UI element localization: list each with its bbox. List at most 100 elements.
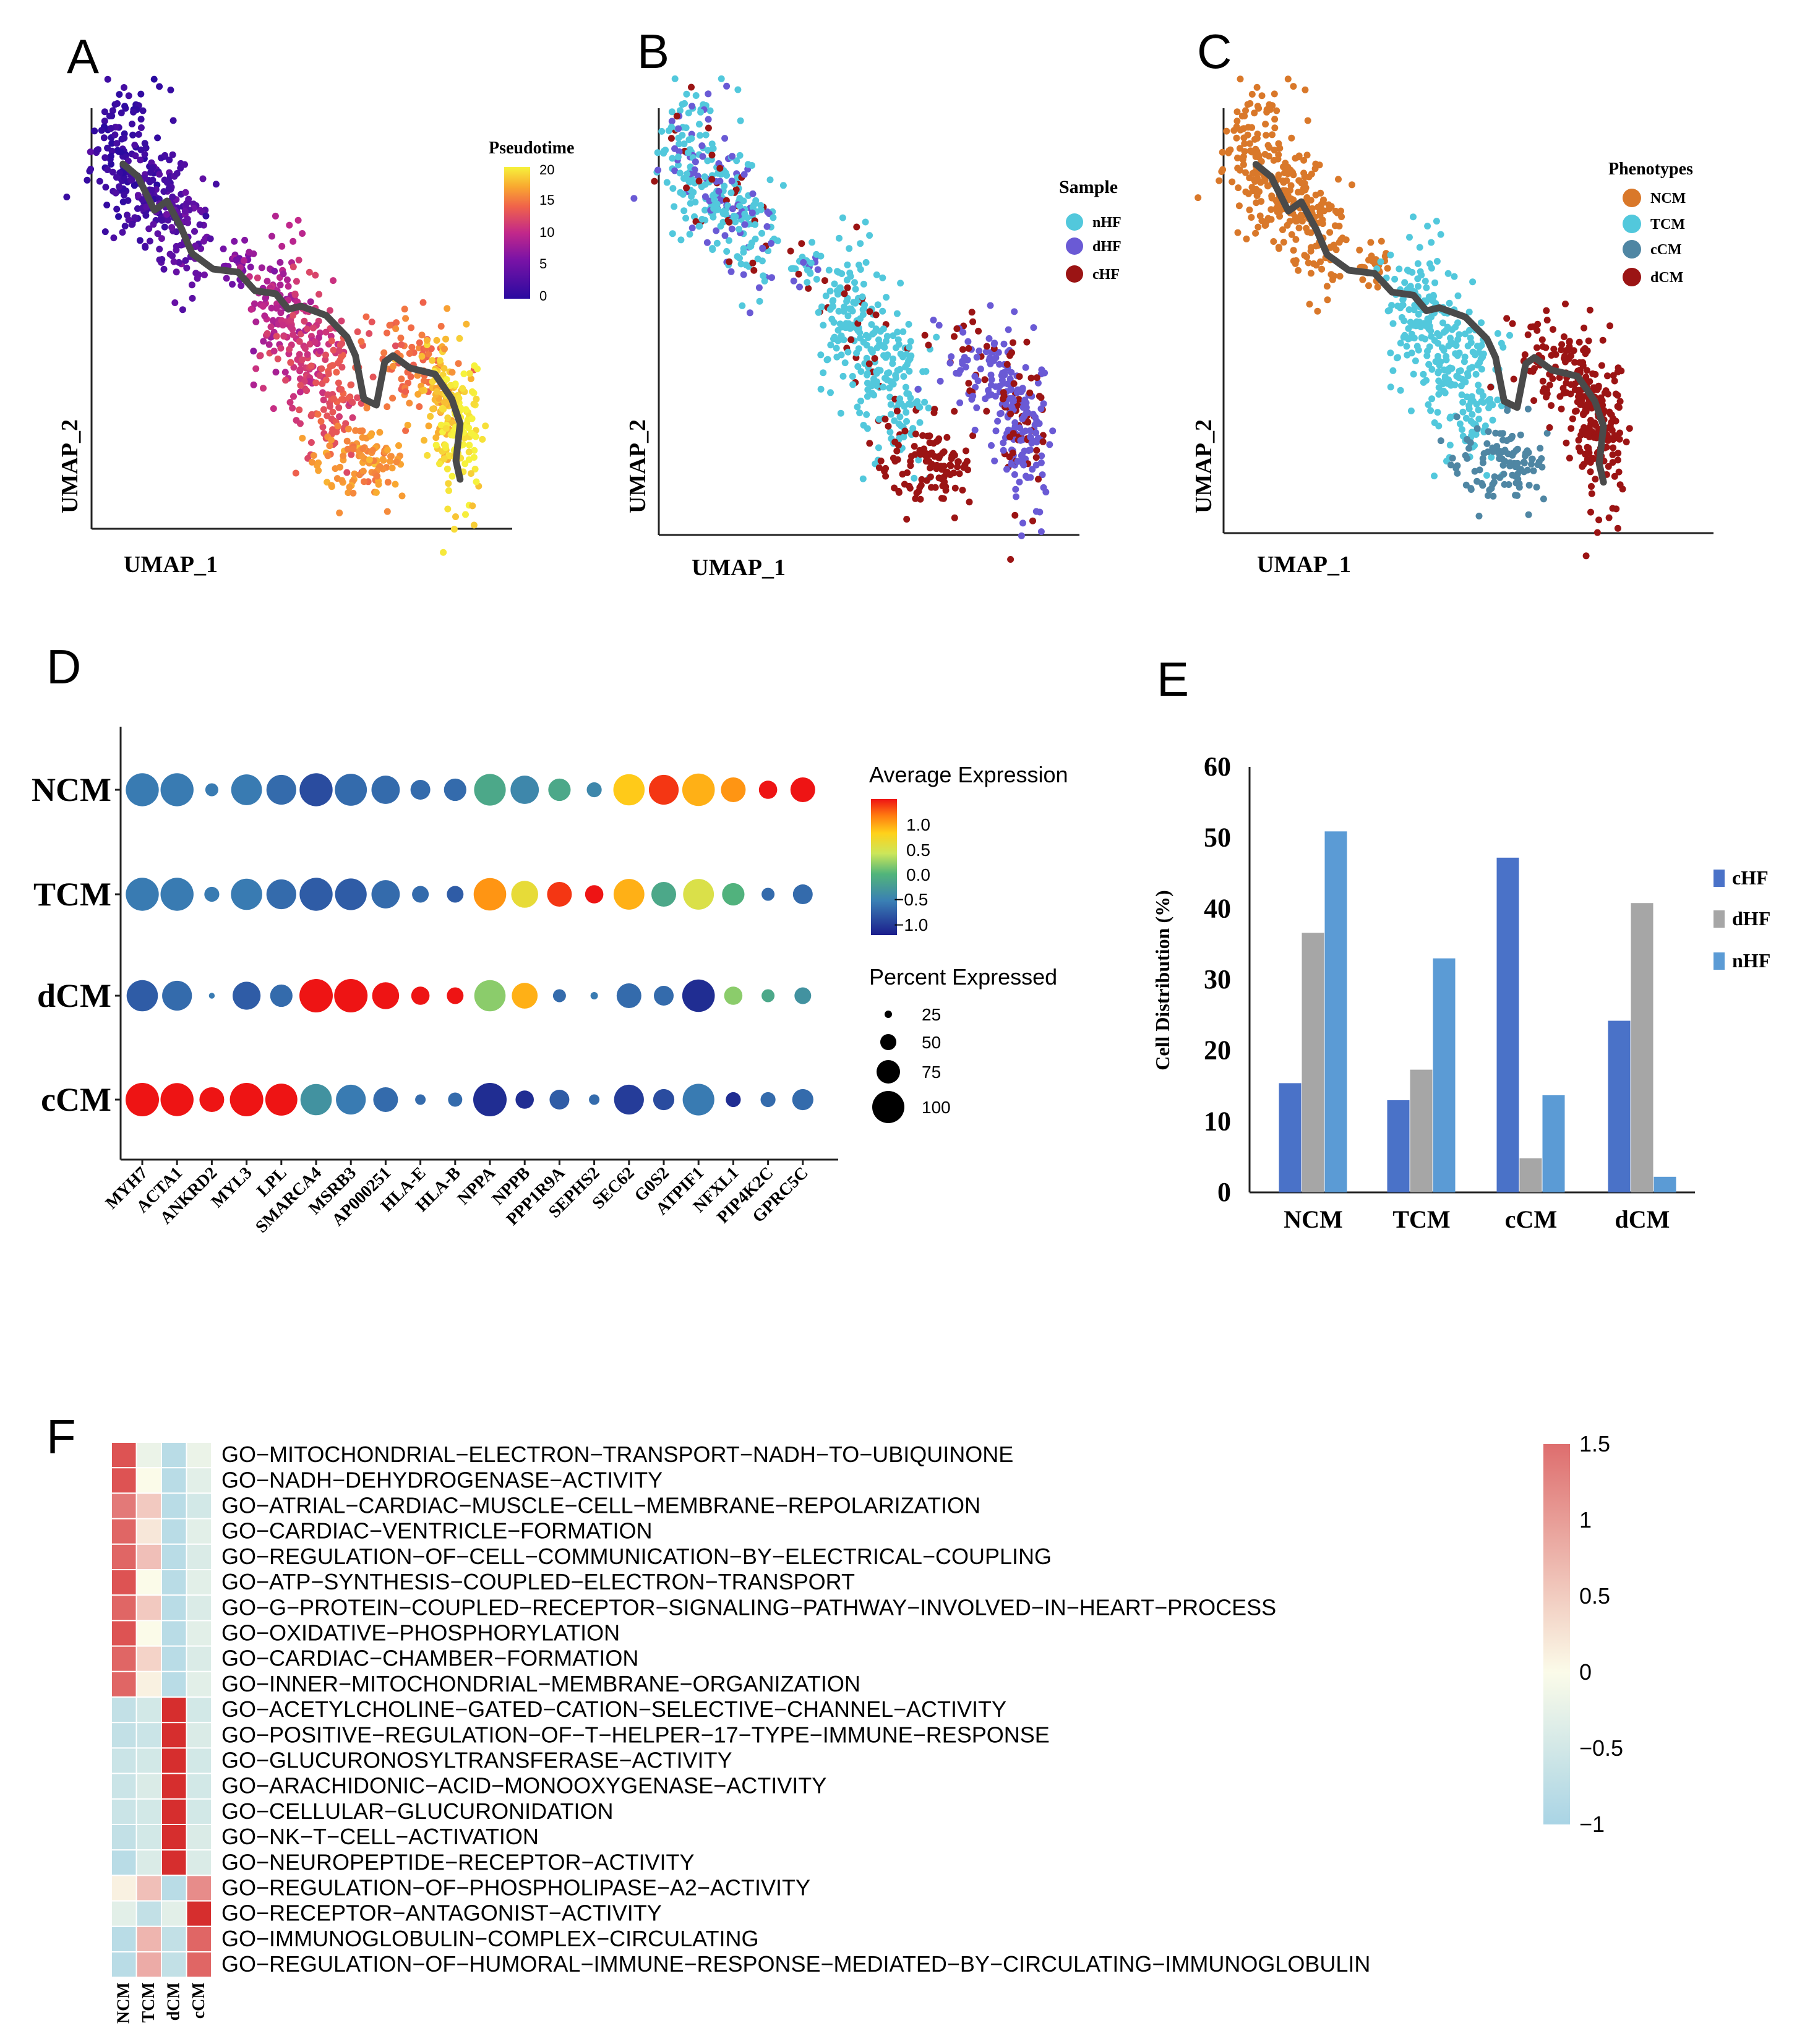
umap-a-point bbox=[315, 291, 323, 298]
umap-a-point bbox=[330, 346, 337, 354]
heatmap-cell bbox=[161, 1849, 187, 1876]
umap-b-point bbox=[671, 203, 678, 210]
umap-b-point bbox=[864, 386, 872, 393]
umap-c-point bbox=[1475, 406, 1482, 414]
umap-a-point bbox=[338, 386, 345, 393]
umap-c-point bbox=[1317, 189, 1324, 197]
umap-c-point bbox=[1458, 391, 1465, 398]
heatmap-cell bbox=[111, 1645, 137, 1672]
umap-b-point bbox=[954, 458, 961, 466]
umap-c-point bbox=[1264, 182, 1271, 190]
umap-c-point bbox=[1303, 194, 1311, 201]
umap-b-point bbox=[750, 267, 758, 274]
umap-c-point bbox=[1302, 86, 1309, 93]
umap-b-point bbox=[841, 359, 849, 367]
heatmap-cell bbox=[135, 1620, 162, 1647]
dotplot-dot bbox=[792, 884, 813, 904]
pseudotime-tick: 10 bbox=[539, 224, 554, 240]
umap-a-point bbox=[372, 489, 380, 496]
umap-b-point bbox=[1026, 389, 1034, 396]
umap-c-point bbox=[1626, 425, 1633, 432]
umap-c-point bbox=[1306, 301, 1313, 308]
umap-b-point bbox=[749, 259, 757, 267]
umap-c-point bbox=[1506, 459, 1514, 466]
umap-c-point bbox=[1575, 437, 1582, 444]
umap-a-point bbox=[468, 415, 476, 422]
pseudotime-tick: 0 bbox=[539, 288, 547, 304]
umap-c-point bbox=[1308, 244, 1315, 251]
percent-legend-dot-25 bbox=[885, 1011, 892, 1018]
umap-b-point bbox=[701, 173, 708, 181]
umap-c-point bbox=[1389, 320, 1397, 327]
umap-b-point bbox=[702, 131, 710, 139]
umap-a-point bbox=[149, 176, 157, 184]
umap-a-point bbox=[109, 168, 116, 176]
umap-a-point bbox=[173, 242, 180, 250]
umap-c-point bbox=[1405, 325, 1412, 332]
umap-a-point bbox=[121, 134, 128, 142]
umap-a-point bbox=[270, 405, 277, 413]
umap-c-point bbox=[1613, 505, 1620, 513]
umap-a-point bbox=[455, 360, 462, 367]
umap-a-point bbox=[161, 152, 169, 159]
umap-a-point bbox=[350, 445, 357, 453]
heatmap-cell bbox=[135, 1594, 162, 1622]
umap-b-point bbox=[674, 153, 682, 161]
heatmap-cell bbox=[186, 1747, 212, 1774]
umap-a-point bbox=[437, 323, 445, 330]
umap-a-point bbox=[199, 175, 207, 182]
umap-a-point bbox=[125, 92, 132, 100]
umap-c-point bbox=[1225, 147, 1233, 155]
umap-b-point bbox=[890, 355, 896, 362]
umap-a-point bbox=[169, 151, 176, 158]
umap-b-point bbox=[844, 312, 852, 320]
heatmap-cell bbox=[186, 1900, 212, 1927]
umap-c-point bbox=[1261, 222, 1269, 229]
heatmap-cell bbox=[161, 1620, 187, 1647]
umap-b-point bbox=[698, 142, 706, 150]
umap-b-point bbox=[941, 478, 948, 485]
umap-c-point bbox=[1316, 161, 1323, 169]
umap-a-point bbox=[324, 412, 331, 419]
umap-b-point bbox=[706, 107, 714, 114]
bar-dHF-cCM bbox=[1519, 1158, 1542, 1192]
umap-b-point bbox=[748, 209, 756, 216]
umap-b-point bbox=[831, 280, 838, 288]
umap-b-point bbox=[1037, 528, 1045, 536]
umap-c-point bbox=[1530, 467, 1537, 474]
umap-b-point bbox=[964, 338, 972, 345]
umap-a-point bbox=[167, 87, 174, 93]
umap-c-point bbox=[1571, 359, 1578, 366]
umap-c-point bbox=[1258, 92, 1266, 100]
umap-a-point bbox=[212, 181, 220, 188]
umap-a-point bbox=[241, 236, 249, 244]
umap-a-point bbox=[450, 526, 458, 533]
umap-a-point bbox=[104, 166, 111, 173]
heatmap-cell bbox=[186, 1543, 212, 1571]
umap-b-point bbox=[671, 167, 679, 174]
umap-b-point bbox=[1040, 484, 1047, 491]
umap-c-point bbox=[1584, 347, 1591, 354]
heatmap-row-label: GO−GLUCURONOSYLTRANSFERASE−ACTIVITY bbox=[221, 1748, 732, 1773]
umap-b-point bbox=[902, 383, 909, 391]
heatmap-row-label: GO−NEUROPEPTIDE−RECEPTOR−ACTIVITY bbox=[221, 1849, 695, 1875]
umap-c-point bbox=[1290, 247, 1297, 254]
umap-c-point bbox=[1245, 190, 1252, 197]
umap-b-point bbox=[705, 124, 712, 132]
umap-b-point bbox=[1010, 339, 1016, 346]
umap-b-point bbox=[818, 303, 825, 310]
umap-a-point bbox=[131, 182, 138, 189]
umap-c-point bbox=[1303, 224, 1310, 232]
umap-b-point bbox=[829, 297, 836, 305]
umap-c-point bbox=[1508, 434, 1516, 442]
sample-legend-swatch-dhf bbox=[1066, 237, 1083, 255]
umap-c-point bbox=[1484, 448, 1491, 456]
umap-c-point bbox=[1612, 390, 1619, 398]
umap-b-point bbox=[896, 413, 904, 421]
umap-c-point bbox=[1295, 224, 1303, 232]
umap-a-point bbox=[111, 131, 119, 139]
umap-b-point bbox=[894, 442, 902, 449]
umap-b-point bbox=[985, 357, 993, 364]
umap-a-point bbox=[327, 437, 335, 443]
umap-b-point bbox=[740, 271, 747, 278]
